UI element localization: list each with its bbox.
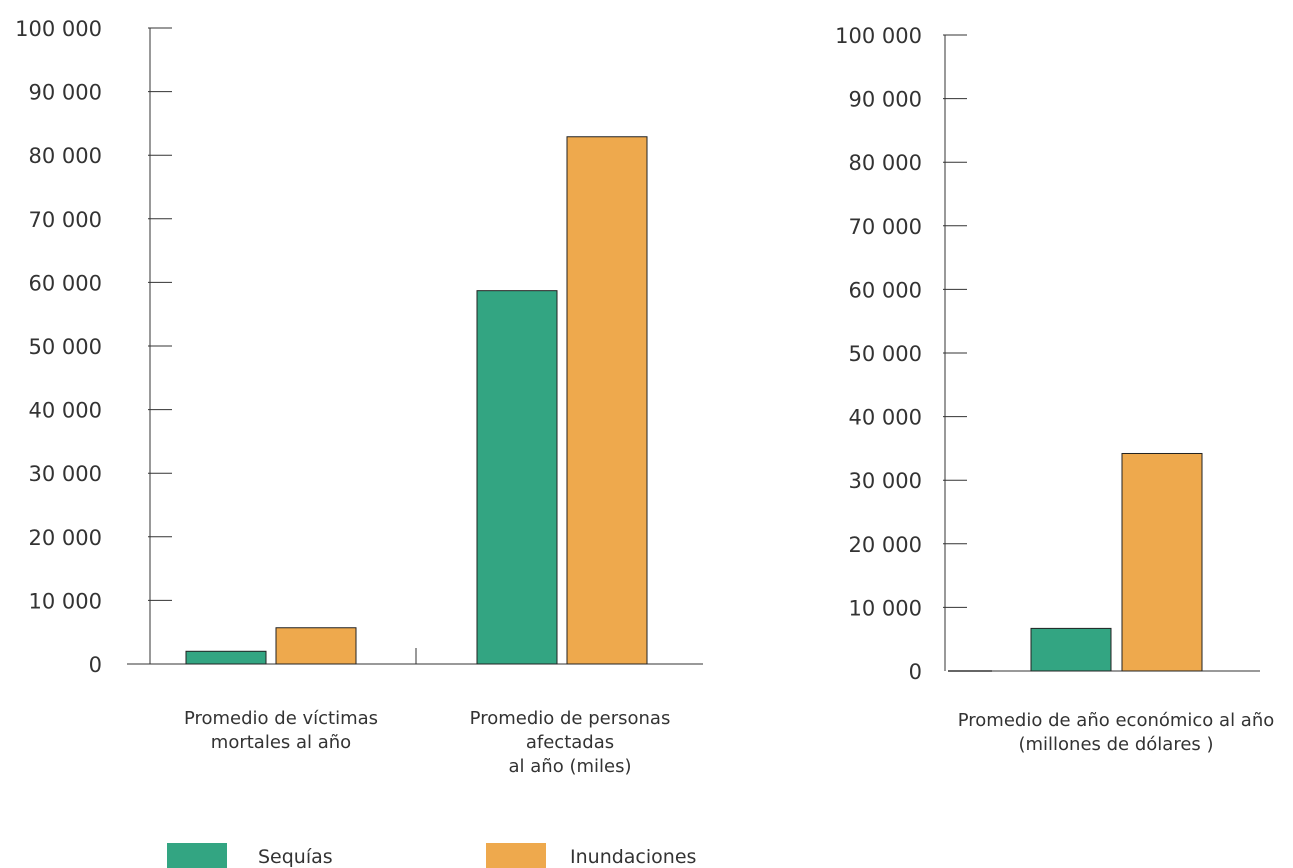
category-label: Promedio de personas [470, 708, 671, 729]
y-tick-label: 50 000 [29, 335, 102, 359]
category-label: (millones de dólares ) [1018, 734, 1213, 755]
bar-inundaciones [275, 627, 357, 665]
legend: Sequías Inundaciones [167, 843, 696, 868]
y-tick-label: 30 000 [849, 469, 922, 493]
y-tick-label: 70 000 [29, 208, 102, 232]
y-tick-label: 50 000 [849, 342, 922, 366]
bar-sequias [185, 650, 267, 665]
bar-inundaciones [1121, 452, 1203, 672]
y-tick-label: 40 000 [849, 406, 922, 430]
y-tick-label: 70 000 [849, 215, 922, 239]
y-tick-label: 40 000 [29, 399, 102, 423]
y-tick-label: 60 000 [849, 278, 922, 302]
legend-swatch-inundaciones [486, 843, 546, 868]
y-tick-label: 0 [89, 653, 102, 677]
legend-swatch-sequias [167, 843, 227, 868]
legend-label-inundaciones: Inundaciones [570, 846, 696, 868]
bar-inundaciones [566, 136, 648, 665]
y-tick-label: 90 000 [29, 81, 102, 105]
y-tick-label: 80 000 [29, 144, 102, 168]
y-tick-label: 20 000 [29, 526, 102, 550]
y-tick-label: 60 000 [29, 271, 102, 295]
category-label: al año (miles) [509, 756, 632, 777]
y-tick-label: 100 000 [835, 24, 922, 48]
category-label: mortales al año [211, 732, 351, 753]
y-tick-label: 80 000 [849, 151, 922, 175]
bar-sequias [476, 290, 558, 665]
y-tick-label: 90 000 [849, 88, 922, 112]
y-tick-label: 0 [909, 660, 922, 684]
category-label: Promedio de año económico al año [958, 710, 1275, 731]
y-tick-label: 10 000 [849, 596, 922, 620]
category-label: Promedio de víctimas [184, 708, 378, 729]
bar-sequias [1030, 627, 1112, 672]
chart-panel-left: 0 10 000 20 000 30 000 40 000 50 000 60 000 70 … [15, 17, 703, 777]
legend-label-sequias: Sequías [258, 846, 333, 868]
y-tick-label: 20 000 [849, 533, 922, 557]
y-tick-label: 30 000 [29, 462, 102, 486]
category-label: afectadas [526, 732, 614, 753]
chart-panel-right: 0 10 000 20 000 30 000 40 000 50 000 60 000 70 … [835, 24, 1274, 755]
y-tick-label: 10 000 [29, 589, 102, 613]
y-tick-label: 100 000 [15, 17, 102, 41]
